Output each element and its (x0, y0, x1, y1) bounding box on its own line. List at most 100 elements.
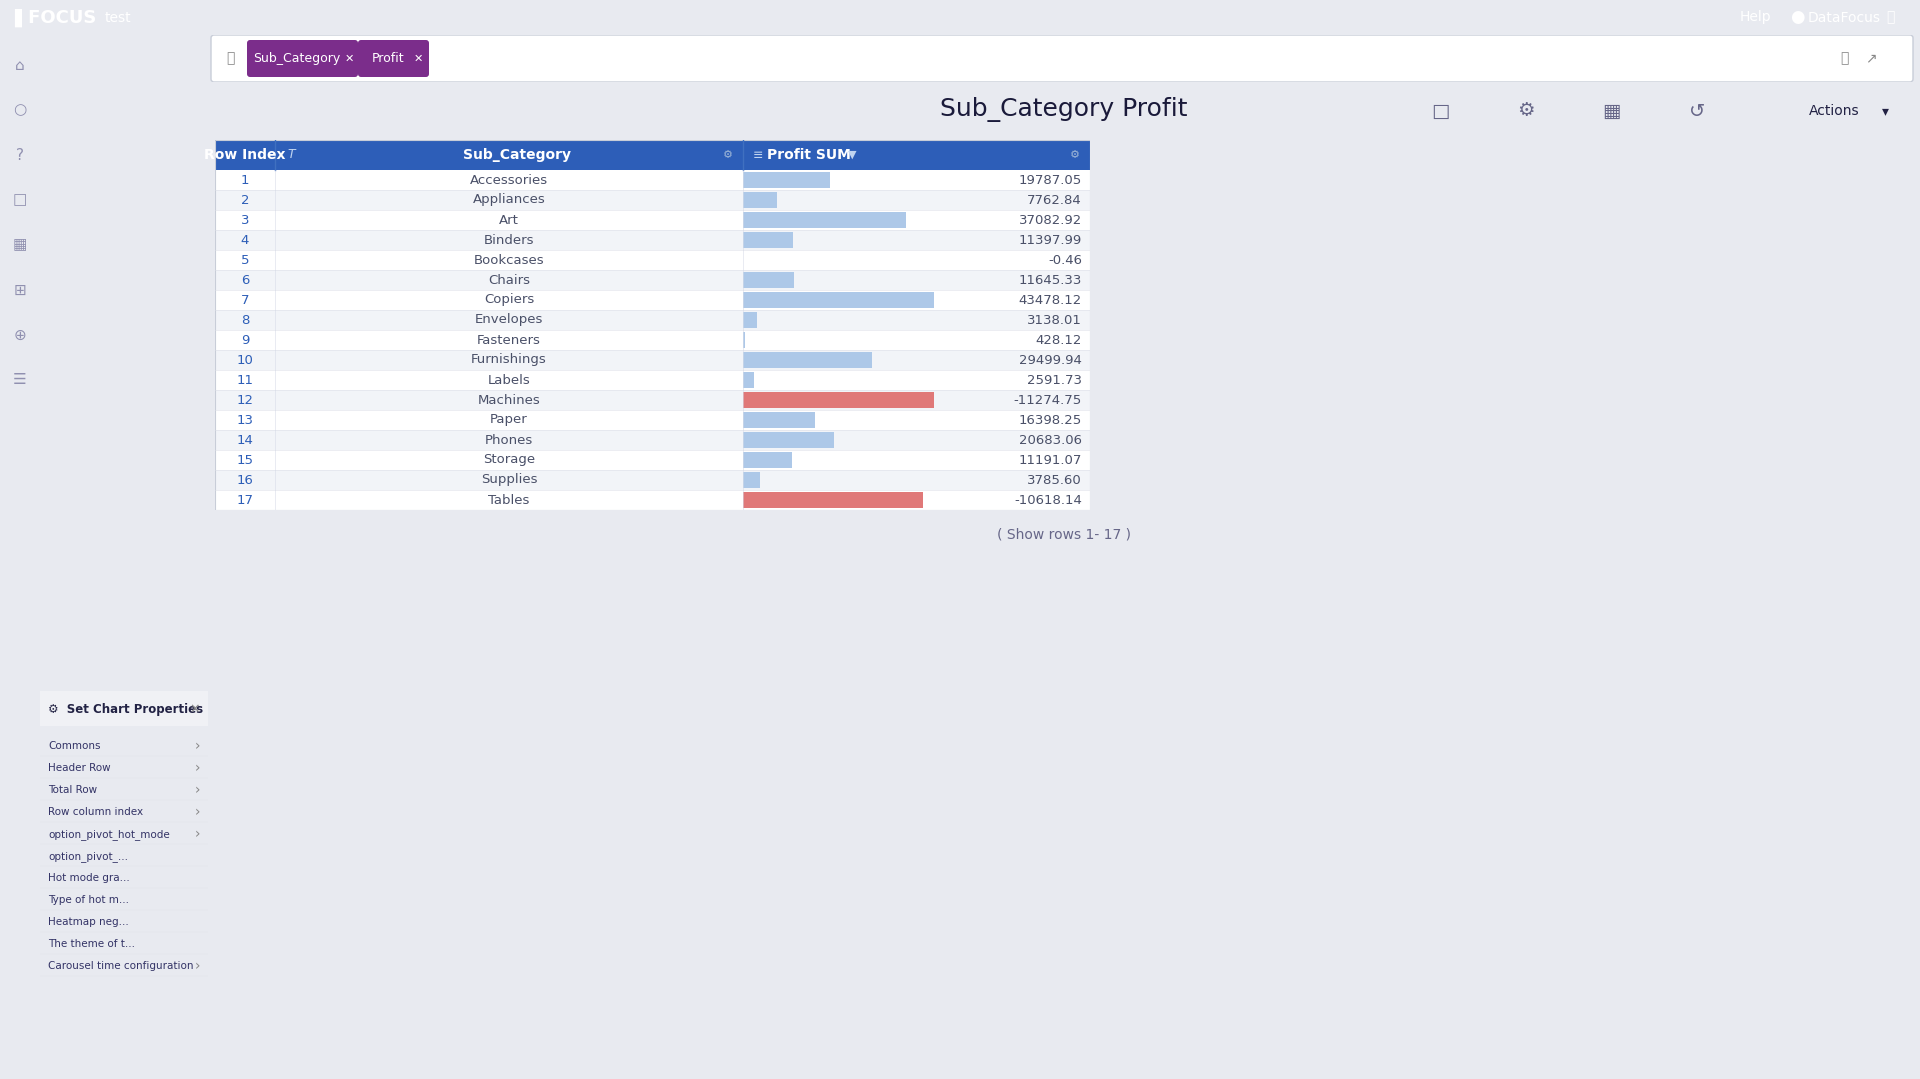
Bar (215, 410, 1091, 431)
Text: Sub_Category: Sub_Category (463, 148, 570, 162)
Text: ▦: ▦ (13, 237, 27, 252)
Text: ☰: ☰ (13, 372, 27, 387)
Text: ›: › (194, 761, 200, 775)
Text: 10: 10 (236, 354, 253, 367)
Text: -11274.75: -11274.75 (1014, 394, 1083, 407)
Text: T: T (286, 149, 294, 162)
Text: 3785.60: 3785.60 (1027, 474, 1083, 487)
Text: Machines: Machines (478, 394, 540, 407)
Text: ▦: ▦ (1603, 101, 1620, 121)
Bar (215, 290, 1091, 310)
Text: ?: ? (15, 148, 23, 163)
Bar (215, 230, 1091, 250)
Bar (743, 433, 833, 448)
Text: ⚙: ⚙ (1069, 150, 1079, 160)
Text: Sub_Category Profit: Sub_Category Profit (941, 96, 1188, 122)
Text: Sub_Category: Sub_Category (253, 52, 340, 65)
Text: ›: › (194, 783, 200, 797)
Bar (743, 452, 793, 467)
Text: 13: 13 (236, 413, 253, 426)
Bar (215, 330, 1091, 350)
Text: □: □ (1432, 101, 1450, 121)
Text: Appliances: Appliances (472, 193, 545, 206)
Text: ≡: ≡ (753, 149, 764, 162)
Bar (215, 210, 1091, 230)
Text: 3: 3 (240, 214, 250, 227)
Text: 16398.25: 16398.25 (1020, 413, 1083, 426)
Bar (215, 431, 1091, 450)
Text: Bookcases: Bookcases (474, 254, 543, 267)
Text: 🔄: 🔄 (1839, 52, 1849, 66)
FancyBboxPatch shape (211, 35, 1912, 82)
Text: Phones: Phones (486, 434, 534, 447)
Bar (215, 490, 1091, 510)
Bar (215, 370, 1091, 390)
Text: Row Index: Row Index (204, 148, 286, 162)
Text: 7: 7 (240, 293, 250, 306)
Text: Heatmap neg...: Heatmap neg... (48, 917, 129, 927)
Bar (743, 372, 755, 387)
Bar (215, 450, 1091, 470)
Text: 5: 5 (240, 254, 250, 267)
Text: ⚙: ⚙ (1517, 101, 1534, 121)
Text: ●: ● (1789, 9, 1805, 27)
Text: Copiers: Copiers (484, 293, 534, 306)
Text: Chairs: Chairs (488, 273, 530, 287)
Text: -10618.14: -10618.14 (1014, 493, 1083, 506)
Bar (743, 473, 760, 488)
Text: ›: › (194, 739, 200, 753)
Text: 16: 16 (236, 474, 253, 487)
Text: 15: 15 (236, 453, 253, 466)
Text: 37082.92: 37082.92 (1020, 214, 1083, 227)
Text: Accessories: Accessories (470, 174, 547, 187)
Bar (743, 173, 829, 188)
Text: 8: 8 (240, 314, 250, 327)
Text: 1: 1 (240, 174, 250, 187)
Bar (215, 470, 1091, 490)
Text: ( Show rows 1- 17 ): ( Show rows 1- 17 ) (996, 528, 1131, 542)
Text: ↗: ↗ (1864, 52, 1876, 66)
Text: 12: 12 (236, 394, 253, 407)
Bar (743, 353, 872, 368)
Bar (215, 310, 1091, 330)
Text: Storage: Storage (484, 453, 536, 466)
Text: 3138.01: 3138.01 (1027, 314, 1083, 327)
Text: Furnishings: Furnishings (470, 354, 547, 367)
Text: Actions: Actions (1809, 104, 1860, 118)
Text: DataFocus: DataFocus (1809, 11, 1882, 25)
Text: Fasteners: Fasteners (476, 333, 541, 346)
Text: Paper: Paper (490, 413, 528, 426)
Bar (743, 213, 906, 228)
FancyBboxPatch shape (357, 40, 428, 77)
Text: 2591.73: 2591.73 (1027, 373, 1083, 386)
Text: ⊞: ⊞ (13, 283, 27, 298)
Text: option_pivot_hot_mode: option_pivot_hot_mode (48, 829, 169, 839)
Text: Envelopes: Envelopes (474, 314, 543, 327)
Text: 9: 9 (240, 333, 250, 346)
Bar (215, 350, 1091, 370)
Text: 43478.12: 43478.12 (1020, 293, 1083, 306)
Text: ⚙: ⚙ (724, 150, 733, 160)
Text: option_pivot_...: option_pivot_... (48, 850, 129, 862)
Bar (40, 692, 207, 726)
Text: ✕: ✕ (190, 702, 200, 715)
Text: ✕: ✕ (344, 54, 353, 64)
Text: test: test (106, 11, 132, 25)
Text: 20683.06: 20683.06 (1020, 434, 1083, 447)
Text: 428.12: 428.12 (1035, 333, 1083, 346)
Bar (215, 390, 1091, 410)
Text: Row column index: Row column index (48, 807, 144, 817)
Text: Tables: Tables (488, 493, 530, 506)
Bar (743, 492, 924, 507)
Bar (743, 192, 778, 207)
Text: 2: 2 (240, 193, 250, 206)
Text: ↺: ↺ (1690, 101, 1705, 121)
Text: Supplies: Supplies (480, 474, 538, 487)
Text: Profit: Profit (372, 52, 405, 65)
Text: 11645.33: 11645.33 (1020, 273, 1083, 287)
Text: ⊕: ⊕ (13, 328, 27, 342)
Text: Total Row: Total Row (48, 786, 98, 795)
Text: 19787.05: 19787.05 (1020, 174, 1083, 187)
Bar (215, 250, 1091, 270)
Text: 17: 17 (236, 493, 253, 506)
